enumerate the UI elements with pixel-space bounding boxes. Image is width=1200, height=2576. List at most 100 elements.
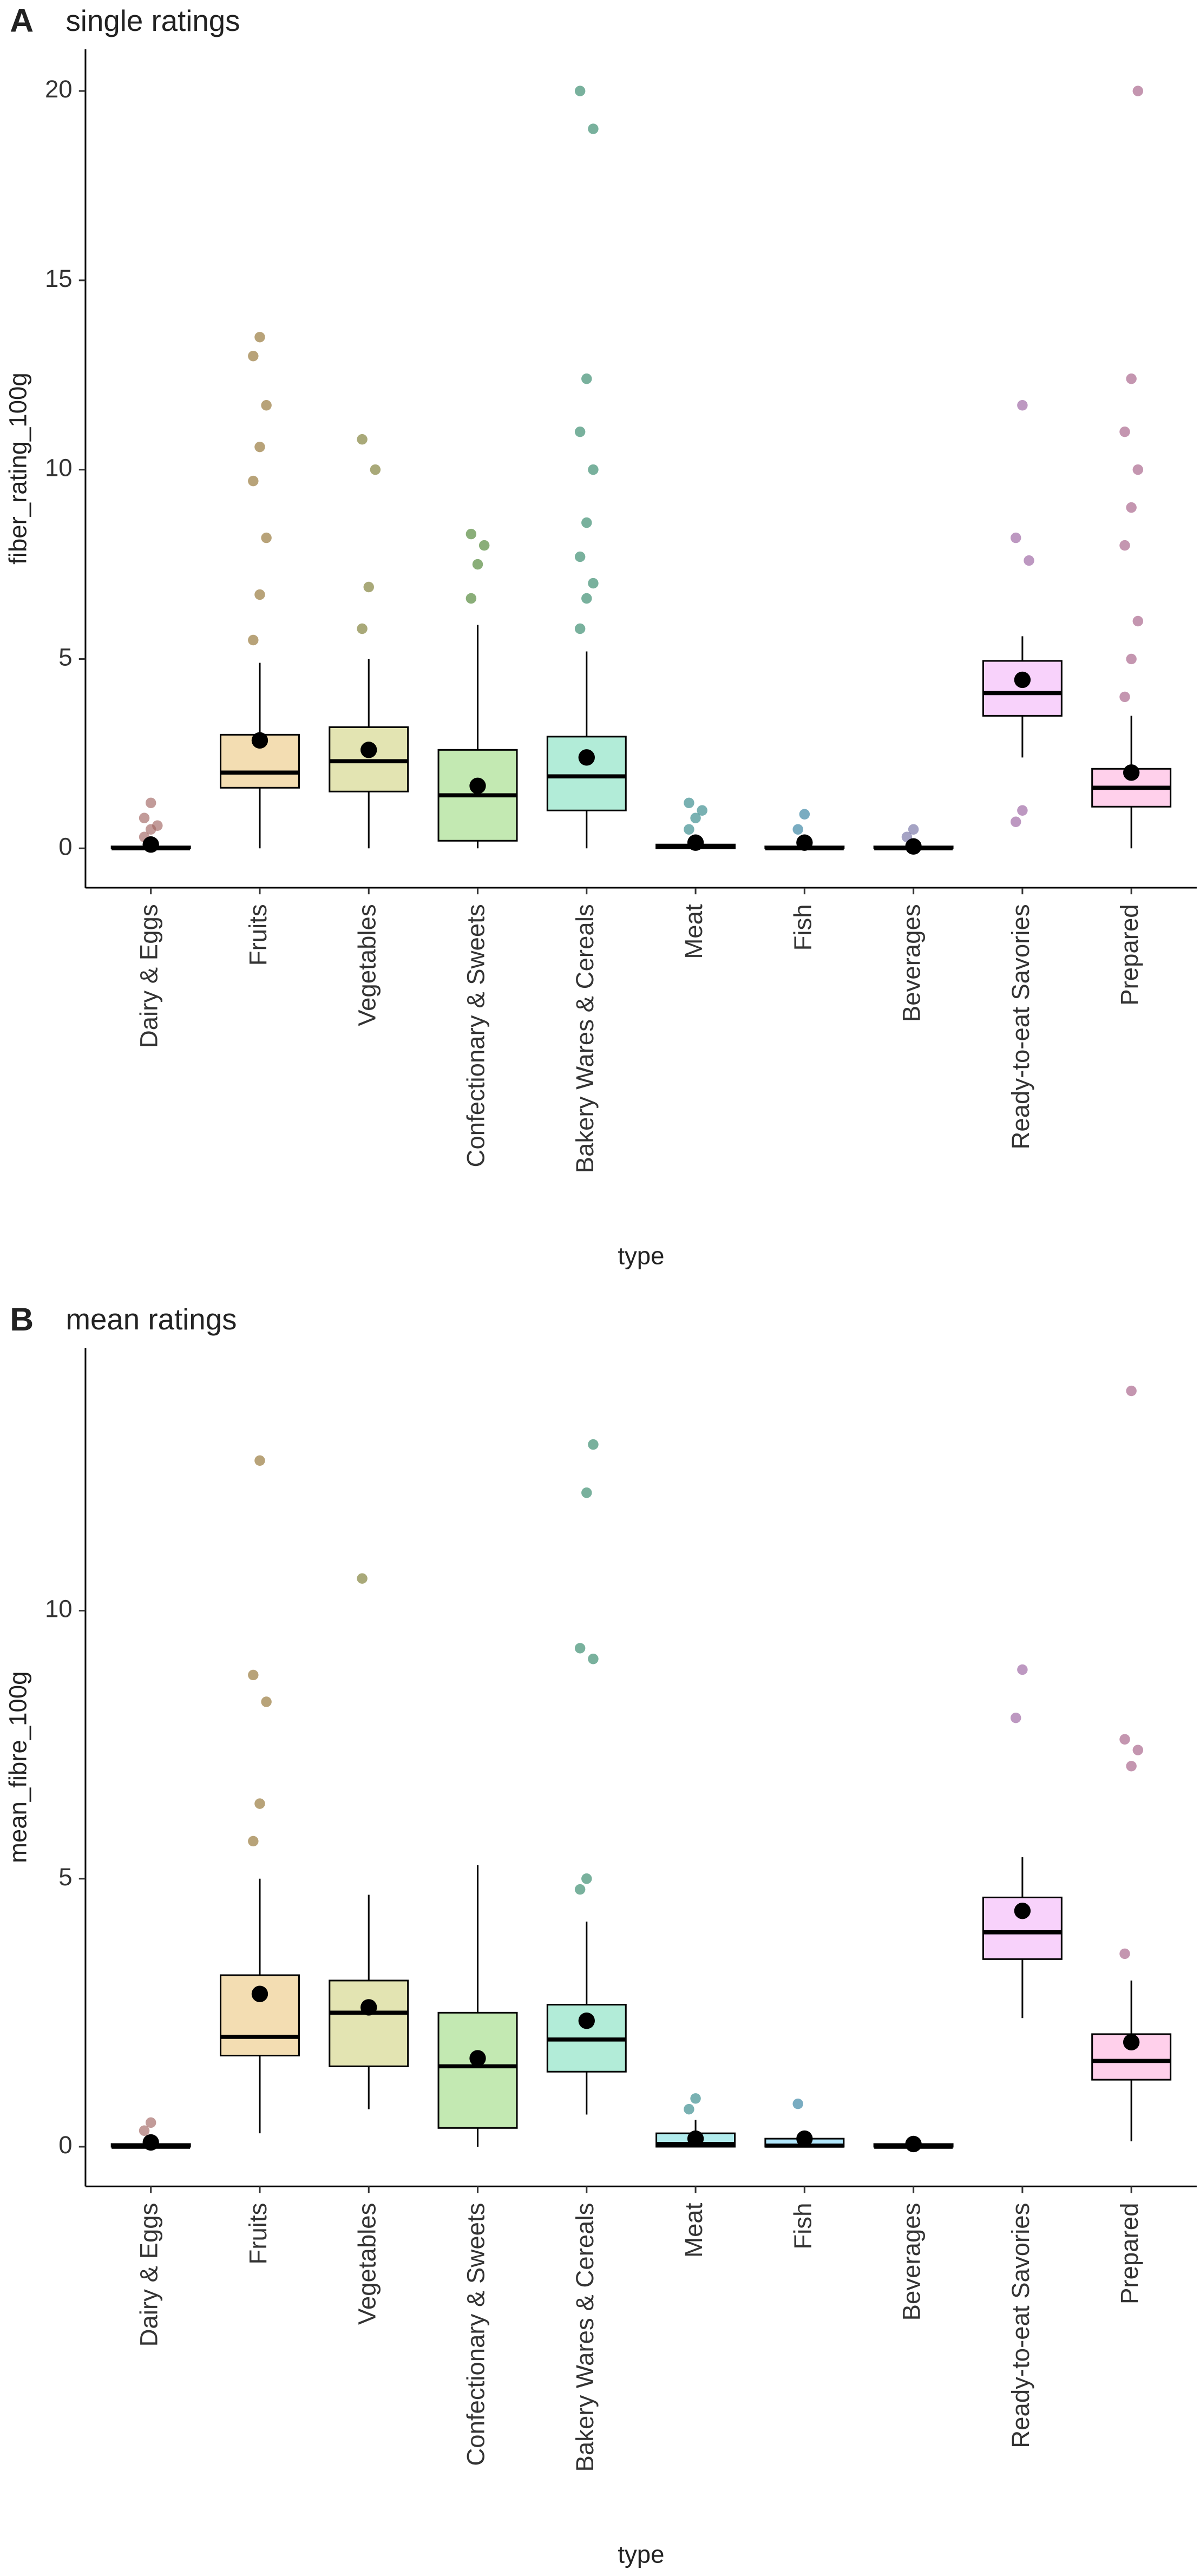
outlier [254,332,265,343]
outlier-shade [697,805,707,816]
outlier [1011,816,1021,827]
outlier [1119,691,1130,703]
outlier [690,2093,701,2104]
x-tick-label: Beverages [898,2203,926,2321]
outlier-shade [574,551,586,562]
outlier [261,532,272,543]
outlier [261,400,272,411]
outlier-shade [254,332,265,343]
outlier-shade [248,475,259,487]
outlier [357,623,368,634]
outlier-shade [357,434,368,445]
outlier [248,475,259,487]
x-tick-label: Dairy & Eggs [135,2203,163,2347]
outlier-shade [581,373,592,384]
mean [251,732,268,749]
x-tick-label: Confectionary & Sweets [462,2203,490,2466]
y-tick-label: 10 [45,454,73,482]
outlier [1024,555,1034,566]
box [982,660,1063,717]
x-tick-label: Bakery Wares & Cereals [571,904,599,1173]
outlier-shade [1126,1761,1137,1772]
outlier [465,593,477,604]
outlier-shade [1017,400,1028,411]
outlier [697,805,707,816]
y-tick-label: 5 [58,1863,72,1891]
outlier [1119,426,1130,437]
outlier-shade [574,623,586,634]
outlier-shade [908,824,919,835]
outlier [248,351,259,362]
outlier-shade [581,517,592,528]
outlier [588,464,599,475]
mean [469,2050,486,2067]
outlier-shade [1126,373,1137,384]
x-tick-label: Dairy & Eggs [135,904,163,1048]
outlier-shade [370,464,381,475]
mean [796,2130,813,2147]
outlier [254,589,265,600]
outlier [139,2125,150,2136]
outlier-shade [248,1669,259,1681]
mean [1014,671,1031,689]
mean [142,2134,159,2151]
outlier [799,809,810,820]
outlier-shade [581,1487,592,1498]
x-tick-label: Beverages [898,904,926,1022]
outlier-shade [690,812,701,823]
outlier-shade [145,797,156,809]
outlier [363,581,374,593]
x-tick-label: Meat [680,904,707,959]
x-tick-label: Prepared [1116,2203,1143,2304]
outlier-shade [588,578,599,589]
box [329,1979,409,2067]
outlier-shade [792,824,803,835]
outlier-shade [1119,1734,1130,1745]
outlier-shade [261,400,272,411]
outlier-shade [1011,532,1021,543]
outlier-shade [690,2093,701,2104]
outlier-shade [1132,464,1144,475]
outlier-shade [261,1696,272,1707]
outlier [581,1487,592,1498]
outlier [1132,464,1144,475]
outlier-shade [581,593,592,604]
outlier [581,593,592,604]
outlier-shade [1119,691,1130,703]
mean [360,742,377,758]
mean [469,777,486,794]
outlier [1011,532,1021,543]
chart-title: single ratings [65,4,240,37]
outlier [1011,1712,1021,1723]
outlier [1017,1664,1028,1675]
outlier [1126,502,1137,513]
outlier-shade [1119,540,1130,551]
outlier [792,824,803,835]
outlier-shade [139,2125,150,2136]
outlier [254,1798,265,1809]
outlier [1126,1761,1137,1772]
outlier-shade [1132,1745,1144,1755]
outlier [581,517,592,528]
outlier [254,1455,265,1466]
outlier [1126,653,1137,665]
outlier-shade [588,123,599,134]
outlier-shade [574,86,586,96]
outlier-shade [792,2098,803,2109]
outlier [581,1873,592,1884]
outlier [1132,615,1144,627]
y-tick-label: 10 [45,1595,73,1623]
outlier [684,797,694,809]
outlier [588,578,599,589]
outlier [574,1884,586,1895]
x-axis-label: type [618,2541,664,2568]
outlier-shade [363,581,374,593]
box [437,2011,518,2129]
outlier [1119,540,1130,551]
outlier [574,623,586,634]
outlier-shade [574,1643,586,1654]
mean [1014,1903,1031,1919]
mean [251,1985,268,2002]
mean [1123,764,1140,781]
